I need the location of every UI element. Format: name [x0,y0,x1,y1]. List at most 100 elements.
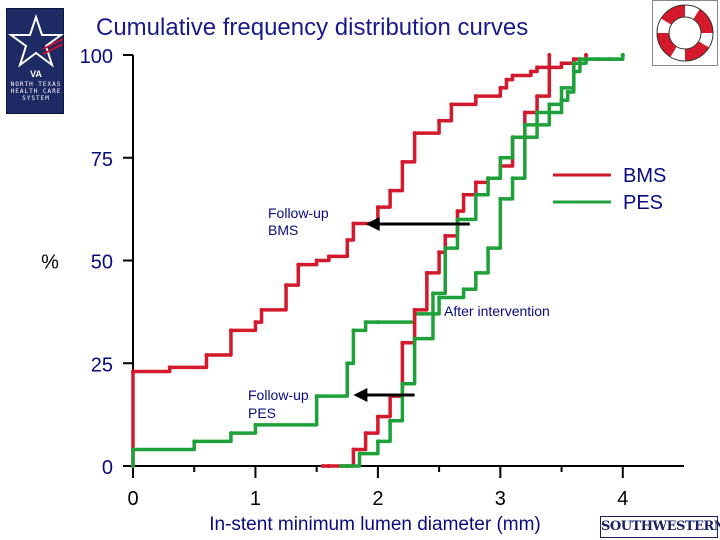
y-tick-label: 0 [102,457,113,479]
series-point [559,85,564,90]
series-point [486,176,491,181]
series-point [320,464,325,468]
series-point [400,340,405,345]
series-point [357,451,362,456]
series-point [535,110,540,115]
series-point [455,209,460,214]
series-point [504,77,509,82]
series-point [473,180,478,185]
series-point [547,102,552,107]
x-tick-label: 2 [372,488,383,510]
series-point [388,418,393,423]
va-logo-initials: VA [30,69,42,79]
series-point [326,464,331,468]
y-tick-label: 25 [91,354,113,376]
slide-title: Cumulative frequency distribution curves [96,14,529,41]
va-logo: VA NORTH TEXAS HEALTH CARE SYSTEM [6,8,65,114]
series-point [455,217,460,222]
arrowhead-followup-bms [365,217,380,231]
series-point [498,85,503,90]
series-point [437,295,442,300]
y-tick-label: 100 [80,46,113,68]
annotation-followup-bms: BMS [268,222,298,238]
series-point [528,69,533,74]
series-point [314,394,319,399]
legend-label: BMS [623,165,666,187]
series-point [400,159,405,164]
series-point [131,369,135,374]
series-point [375,205,380,210]
series-point [571,61,576,66]
series-point [253,320,258,325]
series-point [443,233,448,238]
series-point [351,328,356,333]
series-point [363,320,368,325]
series-point [204,353,209,358]
series-point [375,439,380,444]
series-point [345,464,350,468]
series-point [228,431,233,436]
series-point [131,447,135,452]
series-point [345,361,350,366]
series-point [498,155,503,160]
legend-label: PES [623,192,663,214]
annotation-after-intervention: After intervention [444,303,550,319]
series-point [510,135,515,140]
annotation-followup-pes: PES [248,405,276,421]
y-tick-label: 50 [91,252,113,274]
series-point [461,192,466,197]
x-tick-label: 0 [127,488,138,510]
series-point [351,221,356,226]
series-point [345,237,350,242]
series-point [375,414,380,419]
star-icon: VA [7,13,65,79]
series-point [388,188,393,193]
series-point [498,196,503,201]
series-point [284,283,289,288]
series-point [296,262,301,267]
series-point [522,122,527,127]
y-axis-title: % [41,252,59,274]
x-tick-label: 4 [617,488,628,510]
x-axis-title: In-stent minimum lumen diameter (mm) [209,514,541,535]
series-point [473,270,478,275]
series-point [351,447,356,452]
series-point [339,464,344,468]
series-point [131,464,135,468]
series-point [535,65,540,70]
southwestern-logo: SOUTHWESTERN [600,516,720,538]
series-line-bms-after [321,53,552,468]
series-point [437,250,442,255]
series-point [412,336,417,341]
series-line-pes-followup [131,53,625,468]
series-point [430,291,435,296]
series-point [363,431,368,436]
series-point [253,422,258,427]
series-point [547,53,552,57]
series-point [412,131,417,136]
series-point [559,61,564,66]
va-logo-text: NORTH TEXAS HEALTH CARE SYSTEM [10,81,62,102]
series-point [167,365,172,370]
series-point [375,320,380,325]
x-tick-label: 3 [495,488,506,510]
series-point [437,118,442,123]
series-point [228,328,233,333]
series-point [259,307,264,312]
series-point [522,110,527,115]
series-point [473,94,478,99]
life-ring-icon [656,4,714,62]
series-line-pes-after [339,53,625,468]
series-point [584,53,589,57]
y-tick-label: 75 [91,149,113,171]
series-point [461,287,466,292]
series-point [535,94,540,99]
series-point [571,69,576,74]
series-line-bms-followup [131,53,588,468]
series-point [620,53,625,57]
series-point [443,246,448,251]
series-point [424,270,429,275]
annotation-followup-pes: Follow-up [248,387,309,403]
